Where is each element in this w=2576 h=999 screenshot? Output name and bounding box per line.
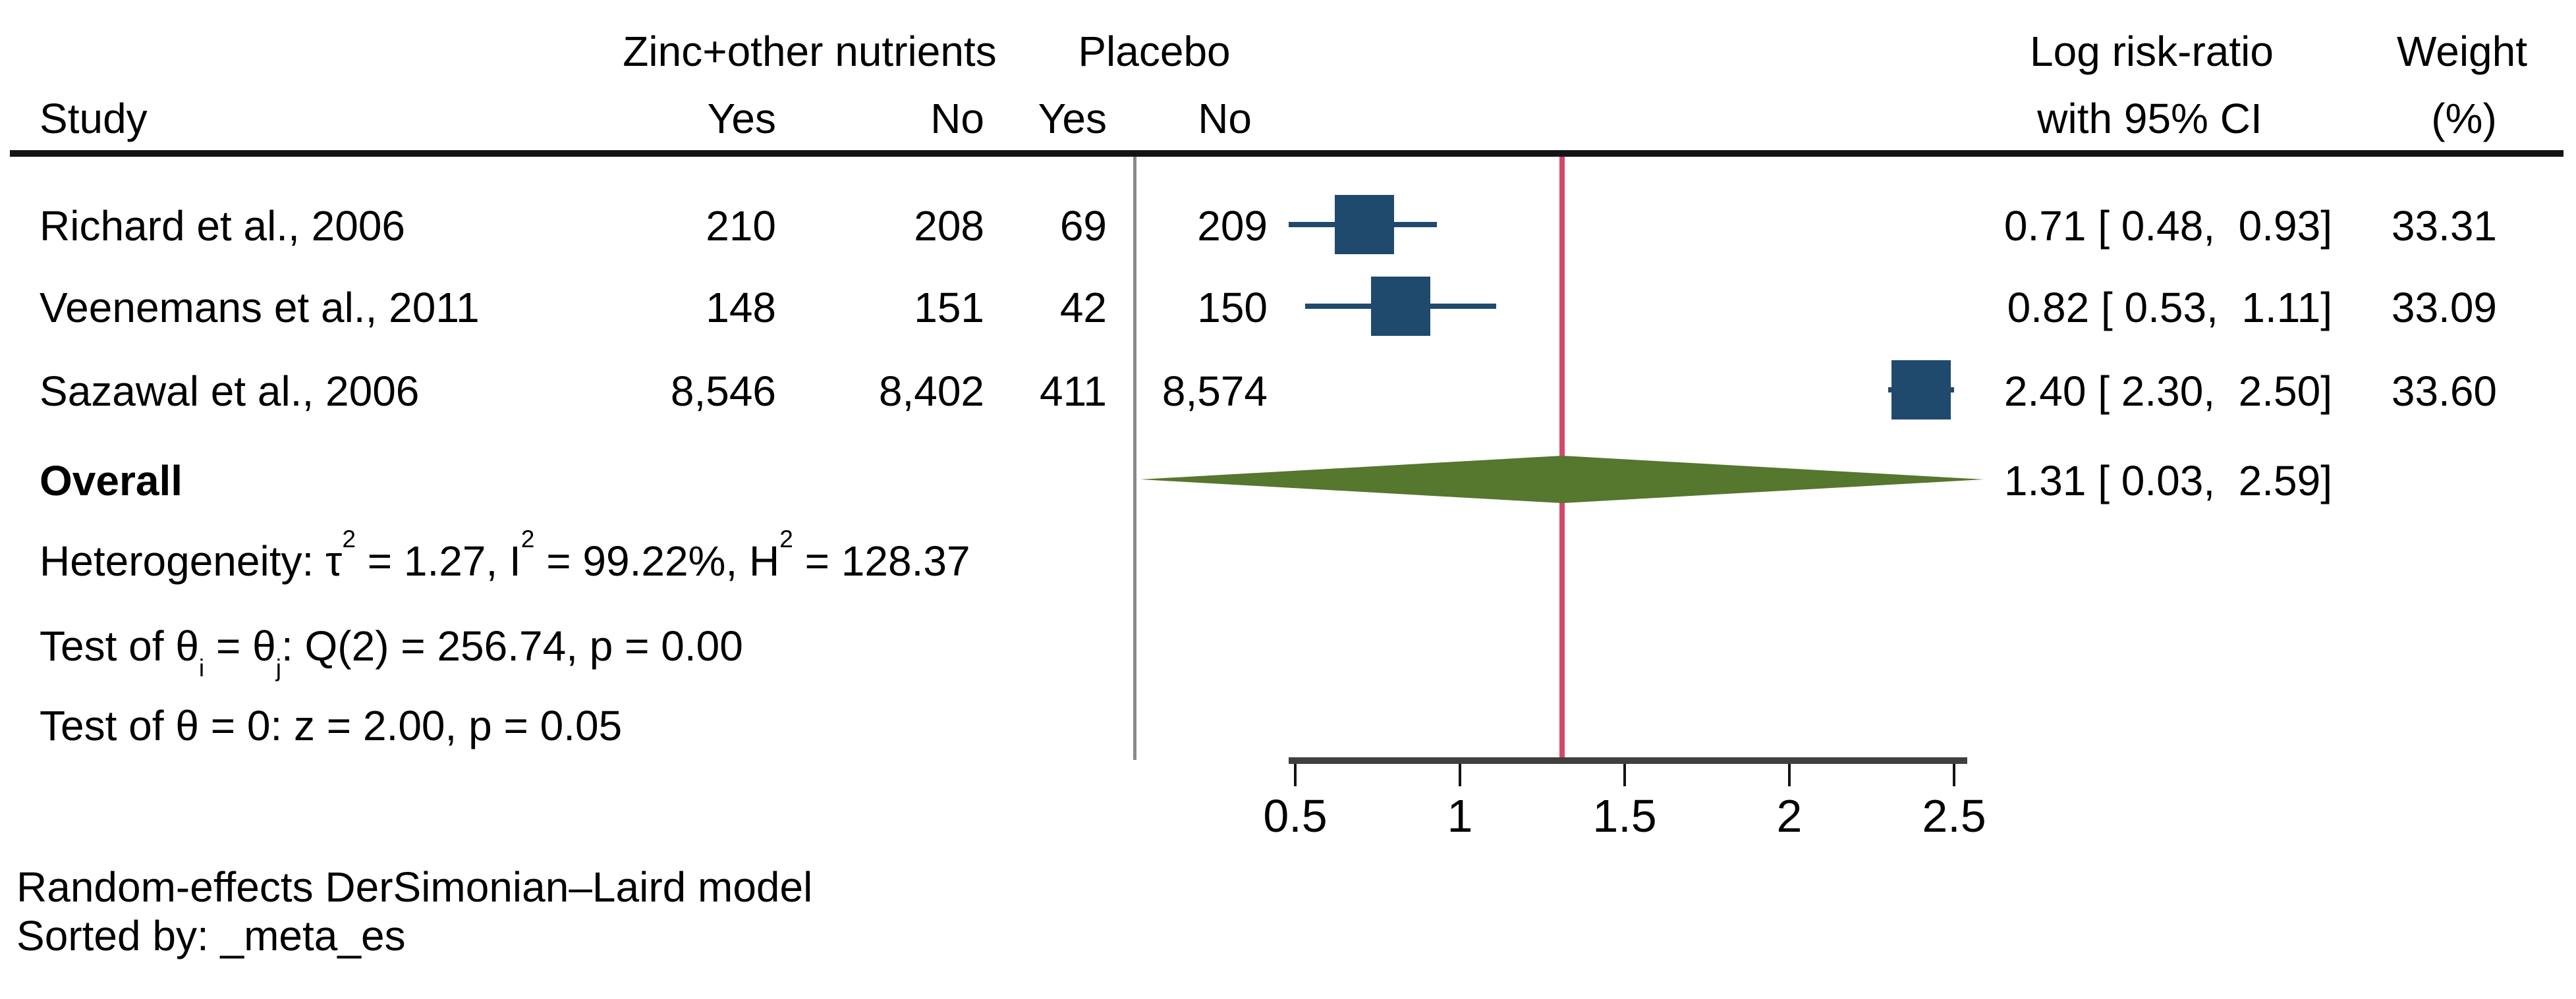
cell-placebo-yes: 411: [1039, 367, 1107, 415]
effect-square: [1335, 195, 1394, 254]
cell-ci-text: 0.82 [ 0.53, 1.11]: [2007, 284, 2332, 331]
cell-placebo-yes: 42: [1059, 284, 1107, 331]
x-axis-tick: [1623, 764, 1626, 786]
cell-zinc-no: 8,402: [878, 367, 984, 415]
header-control-yes: Yes: [1038, 95, 1107, 142]
study-label: Sazawal et al., 2006: [40, 367, 420, 415]
cell-placebo-no: 150: [1197, 284, 1268, 331]
effect-square: [1891, 360, 1951, 419]
x-axis-line: [1289, 757, 1967, 764]
cell-placebo-no: 8,574: [1162, 367, 1268, 415]
header-treatment-yes: Yes: [707, 95, 776, 142]
x-axis-tick-label: 0.5: [1263, 790, 1328, 842]
x-axis-tick-label: 1.5: [1592, 790, 1657, 842]
cell-weight: 33.60: [2391, 367, 2497, 415]
test-homogeneity: Test of θi = θj: Q(2) = 256.74, p = 0.00: [40, 622, 743, 682]
header-effect-line1: Log risk-ratio: [2030, 28, 2274, 75]
study-label: Veenemans et al., 2011: [40, 284, 480, 331]
header-weight-line2: (%): [2431, 95, 2497, 142]
model-note: Random-effects DerSimonian–Laird model: [16, 863, 813, 911]
effect-square: [1371, 277, 1430, 336]
plot-left-divider: [1133, 157, 1136, 760]
overall-reference-line: [1559, 157, 1565, 760]
test-zero-effect: Test of θ = 0: z = 2.00, p = 0.05: [40, 702, 623, 749]
cell-zinc-no: 208: [914, 202, 984, 250]
header-control-group: Placebo: [1078, 28, 1231, 75]
x-axis-tick: [1294, 764, 1297, 786]
header-weight-line1: Weight: [2396, 28, 2528, 75]
cell-zinc-yes: 8,546: [670, 367, 776, 415]
sort-note: Sorted by: _meta_es: [16, 912, 406, 959]
header-rule: [10, 150, 2563, 157]
x-axis-tick-label: 2: [1776, 790, 1803, 842]
overall-label: Overall: [40, 457, 183, 504]
header-control-no: No: [1198, 95, 1252, 142]
cell-placebo-yes: 69: [1059, 202, 1107, 250]
heterogeneity-stats: Heterogeneity: τ2 = 1.27, I2 = 99.22%, H…: [40, 525, 970, 585]
x-axis-tick: [1953, 764, 1955, 786]
x-axis-tick: [1788, 764, 1791, 786]
cell-weight: 33.31: [2391, 202, 2497, 250]
cell-ci-text: 2.40 [ 2.30, 2.50]: [2003, 367, 2332, 415]
x-axis-tick-label: 1: [1447, 790, 1473, 842]
header-treatment-group: Zinc+other nutrients: [623, 28, 997, 75]
overall-ci-text: 1.31 [ 0.03, 2.59]: [2003, 457, 2332, 504]
x-axis-tick-label: 2.5: [1922, 790, 1986, 842]
cell-weight: 33.09: [2391, 284, 2497, 331]
cell-ci-text: 0.71 [ 0.48, 0.93]: [2003, 202, 2332, 250]
cell-zinc-no: 151: [914, 284, 984, 331]
header-treatment-no: No: [930, 95, 984, 142]
study-label: Richard et al., 2006: [40, 202, 405, 250]
cell-zinc-yes: 210: [706, 202, 776, 250]
header-effect-line2: with 95% CI: [2037, 95, 2262, 142]
header-study: Study: [40, 95, 148, 142]
cell-placebo-no: 209: [1197, 202, 1268, 250]
cell-zinc-yes: 148: [706, 284, 776, 331]
x-axis-tick: [1459, 764, 1461, 786]
